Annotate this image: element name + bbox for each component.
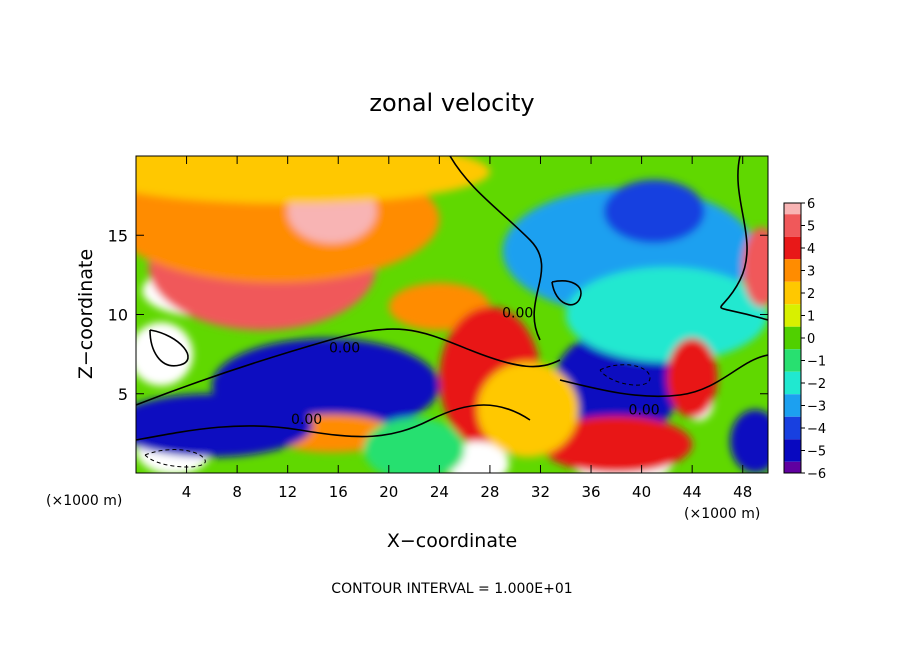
field-feature-23: [666, 338, 718, 418]
colorbar-tick-label: 3: [807, 265, 815, 280]
field-feature-14: [603, 179, 705, 244]
contour-line-5: [149, 329, 189, 367]
y-tick-label: 5: [118, 385, 128, 404]
y-tick-label: 15: [108, 226, 128, 245]
y-tick-label: 10: [108, 306, 128, 325]
field-feature-25: [730, 409, 768, 473]
contour-label-group: 0.00 0.00 0.00 0.00: [291, 306, 660, 428]
x-tick-label: 20: [379, 483, 398, 501]
contour-line-4: [720, 156, 768, 321]
colorbar-swatch: [784, 225, 801, 237]
colorbar-swatch: [784, 439, 801, 451]
field-feature-18: [136, 393, 313, 458]
x-tick-label: 8: [232, 483, 242, 501]
x-tick-label: 36: [581, 483, 600, 501]
colorbar-tick-label: 5: [807, 220, 815, 235]
zero-contours: [136, 156, 768, 468]
contour-line-1: [136, 404, 531, 441]
colorbar-swatch: [784, 326, 801, 338]
x-tick-label: 40: [632, 483, 651, 501]
colorbar-tick-label: −5: [807, 445, 826, 460]
heatmap-field: [136, 156, 768, 473]
colorbar-tick-label: −6: [807, 467, 826, 482]
colorbar-swatch: [784, 281, 801, 293]
contour-label-2: 0.00: [629, 402, 660, 418]
colorbar-swatch: [784, 338, 801, 350]
negative-contour-0: [599, 364, 651, 386]
colorbar-tick-label: 6: [807, 197, 815, 212]
colorbar-swatch: [784, 394, 801, 406]
x-tick-label: 24: [430, 483, 449, 501]
colorbar-swatch: [784, 416, 801, 428]
colorbar-swatch: [784, 270, 801, 282]
colorbar-swatch: [784, 236, 801, 248]
x-axis-ticks: 4 8 12 16 20 24 28 32 36 40 44 48: [182, 156, 752, 501]
y-axis-label: Z−coordinate: [75, 249, 97, 379]
colorbar-swatch: [784, 461, 801, 473]
colorbar-swatch: [784, 371, 801, 383]
colorbar-tick-label: 2: [807, 287, 815, 302]
colorbar-swatch: [784, 248, 801, 260]
x-tick-label: 28: [480, 483, 499, 501]
x-tick-label: 32: [531, 483, 550, 501]
field-feature-4: [136, 156, 490, 204]
colorbar-swatch: [784, 214, 801, 226]
field-feature-24: [742, 227, 768, 307]
colorbar-swatch: [784, 293, 801, 305]
colorbar-tick-label: 1: [807, 310, 815, 325]
plot-area: 0.000.000.000.00 4 8 12 16 20 24 28 32 36 40 44 48 …: [108, 155, 769, 501]
field-feature-27: [363, 417, 465, 473]
colorbar-swatch: [784, 405, 801, 417]
chart-title: zonal velocity: [369, 89, 534, 117]
colorbar: 6 5 4 3 2 1 0 −1 −2 −3 −4 −5 −6: [783, 197, 826, 482]
x-tick-label: 16: [329, 483, 348, 501]
contour-label-1: 0.00: [291, 412, 322, 428]
contour-line-3: [449, 156, 543, 341]
colorbar-tick-label: −2: [807, 377, 826, 392]
contour-label-0: 0.00: [329, 341, 360, 357]
field-feature-26: [477, 362, 579, 458]
colorbar-tick-label: −4: [807, 422, 826, 437]
x-tick-label: 48: [733, 483, 752, 501]
y-axis-ticks: 5 10 15: [108, 226, 768, 404]
colorbar-tick-label: −3: [807, 400, 826, 415]
contour-line-2: [559, 354, 768, 398]
colorbar-swatch: [784, 383, 801, 395]
colorbar-swatch: [784, 349, 801, 361]
colorbar-swatch: [784, 450, 801, 462]
field-feature-15: [565, 266, 768, 363]
x-tick-label: 12: [278, 483, 297, 501]
contour-label-3: 0.00: [502, 306, 533, 322]
x-tick-label: 44: [683, 483, 702, 501]
colorbar-tick-label: 4: [807, 242, 815, 257]
colorbar-swatch: [784, 304, 801, 316]
colorbar-tick-label: −1: [807, 355, 826, 370]
field-feature-21: [540, 415, 693, 473]
colorbar-swatch: [784, 203, 801, 215]
contour-line-6: [551, 280, 582, 306]
x-unit-right: (×1000 m): [684, 506, 760, 522]
colorbar-swatch: [784, 428, 801, 440]
negative-contour-1: [144, 449, 206, 468]
x-tick-label: 4: [182, 483, 192, 501]
field-feature-6: [136, 322, 193, 386]
colorbar-tick-label: 0: [807, 332, 815, 347]
colorbar-swatch: [784, 315, 801, 327]
colorbar-swatch: [784, 259, 801, 271]
contour-line-0: [136, 328, 561, 406]
colorbar-swatch: [784, 360, 801, 372]
field-blur-layer: [136, 156, 768, 473]
x-unit-left: (×1000 m): [46, 493, 122, 509]
x-axis-label: X−coordinate: [387, 530, 517, 552]
contour-interval-footer: CONTOUR INTERVAL = 1.000E+01: [331, 581, 572, 597]
